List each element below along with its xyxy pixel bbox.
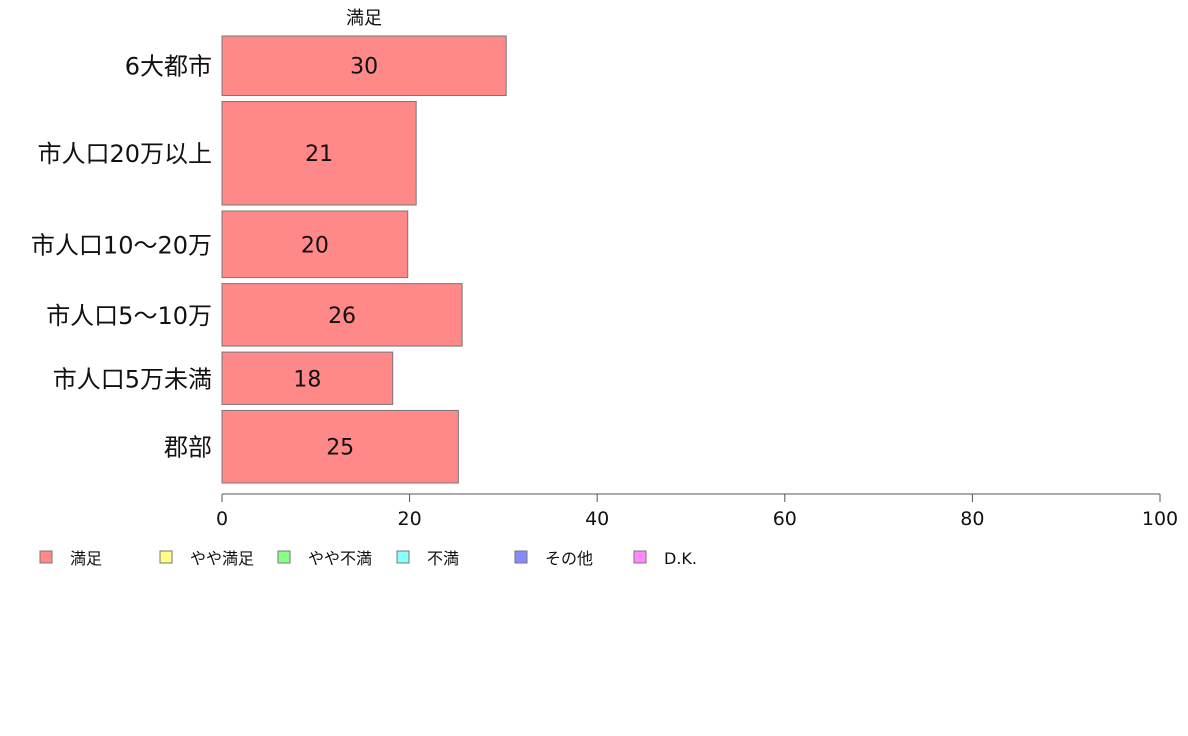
x-tick-label: 20 xyxy=(398,508,422,530)
bar-value-label: 21 xyxy=(305,142,333,167)
legend-swatch xyxy=(159,550,173,564)
x-tick-label: 60 xyxy=(773,508,797,530)
bar-1-4 xyxy=(221,283,463,347)
bar-1-2 xyxy=(221,100,417,206)
bar-value-label: 18 xyxy=(293,367,321,392)
bars-group: 30 21 20 26 18 25 xyxy=(221,35,507,484)
legend-swatch xyxy=(39,550,53,564)
bar-value-label: 26 xyxy=(328,304,356,329)
legend-label: D.K. xyxy=(664,549,697,568)
x-tick-label: 100 xyxy=(1142,508,1178,530)
bar-value-label: 25 xyxy=(326,436,354,461)
category-label: 市人口5万未満 xyxy=(53,365,212,393)
bar-1-1 xyxy=(221,35,507,96)
category-label: 6大都市 xyxy=(125,53,212,81)
x-tick-label: 40 xyxy=(585,508,609,530)
series-header: 満足 xyxy=(346,8,382,29)
legend-swatch xyxy=(514,550,528,564)
bar-1-6 xyxy=(221,409,459,484)
x-axis: 0 20 40 60 80 100 xyxy=(216,493,1178,530)
legend-label: 不満 xyxy=(427,549,459,568)
category-label: 郡部 xyxy=(164,434,212,462)
category-label: 市人口10〜20万 xyxy=(31,231,212,259)
category-label: 市人口5〜10万 xyxy=(46,302,212,330)
bar-value-label: 20 xyxy=(301,233,329,258)
legend-swatch xyxy=(277,550,291,564)
bar-1-5 xyxy=(221,351,394,405)
bar-1-3 xyxy=(221,210,409,279)
legend-label: その他 xyxy=(545,549,593,568)
legend-swatch xyxy=(396,550,410,564)
x-tick-label: 80 xyxy=(960,508,984,530)
bar-value-label: 30 xyxy=(350,55,378,80)
category-label: 市人口20万以上 xyxy=(37,140,212,168)
legend: 満足 やや満足 やや不満 不満 その他 D.K. xyxy=(39,549,697,568)
legend-label: やや満足 xyxy=(190,549,254,568)
legend-label: 満足 xyxy=(70,549,102,568)
x-tick-label: 0 xyxy=(216,508,228,530)
legend-swatch xyxy=(633,550,647,564)
legend-label: やや不満 xyxy=(308,549,372,568)
